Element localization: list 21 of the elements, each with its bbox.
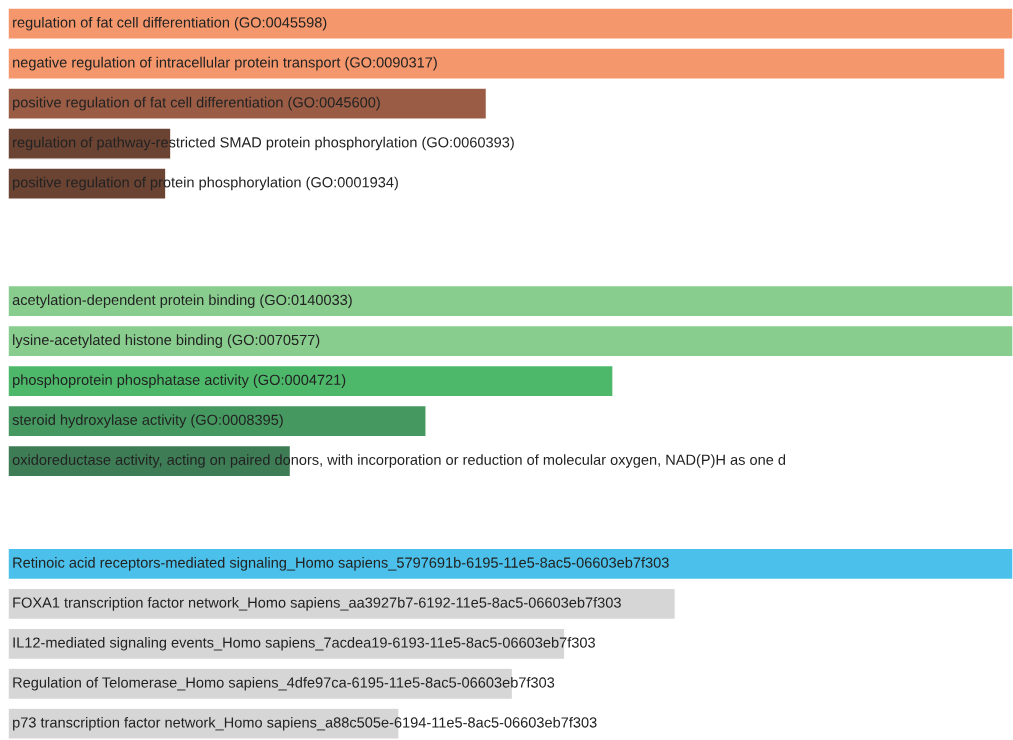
y-tick-label: IL12-mediated signaling events_Homo sapiens_7acdea19-6193-11e5-8ac5-06603eb7f303 [13,637,595,651]
bar [8,87,488,120]
y-tick-label: p73 transcription factor network_Homo sapiens_a88c505e-6194-11e5-8ac5-06603eb7f303 [13,716,597,731]
y-tick-label: negative regulation of intracellular protein transport (GO:0090317) [13,56,437,71]
bar [8,47,1006,80]
y-tick-label: lysine-acetylated histone binding (GO:0070577) [13,334,320,348]
bar [8,7,1013,40]
y-tick-label: regulation of fat cell differentiation (GO:0045598) [13,16,327,31]
bar [8,404,427,438]
y-tick-label: steroid hydroxylase activity (GO:0008395) [12,414,283,428]
y-tick-label: Regulation of Telomerase_Homo sapiens_4dfe97ca-6195-11e5-8ac5-06603eb7f303 [13,676,555,691]
y-tick-label: positive regulation of fat cell differentiation (GO:0045600) [13,96,380,111]
y-tick-label: Retinoic acid receptors-mediated signaling_Homo sapiens_5797691b-6195-11e5-8ac5-06603eb7f303 [13,557,669,571]
bar [8,547,1013,581]
bar [8,364,614,398]
y-tick-label: phosphoprotein phosphatase activity (GO:0004721) [13,374,346,388]
y-tick-label: FOXA1 transcription factor network_Homo sapiens_aa3927b7-6192-11e5-8ac5-06603eb7f303 [13,597,621,611]
y-tick-label: acetylation-dependent protein binding (GO:0140033) [12,294,352,308]
bar [8,324,1013,358]
bar [8,587,677,621]
bar [8,284,1013,318]
